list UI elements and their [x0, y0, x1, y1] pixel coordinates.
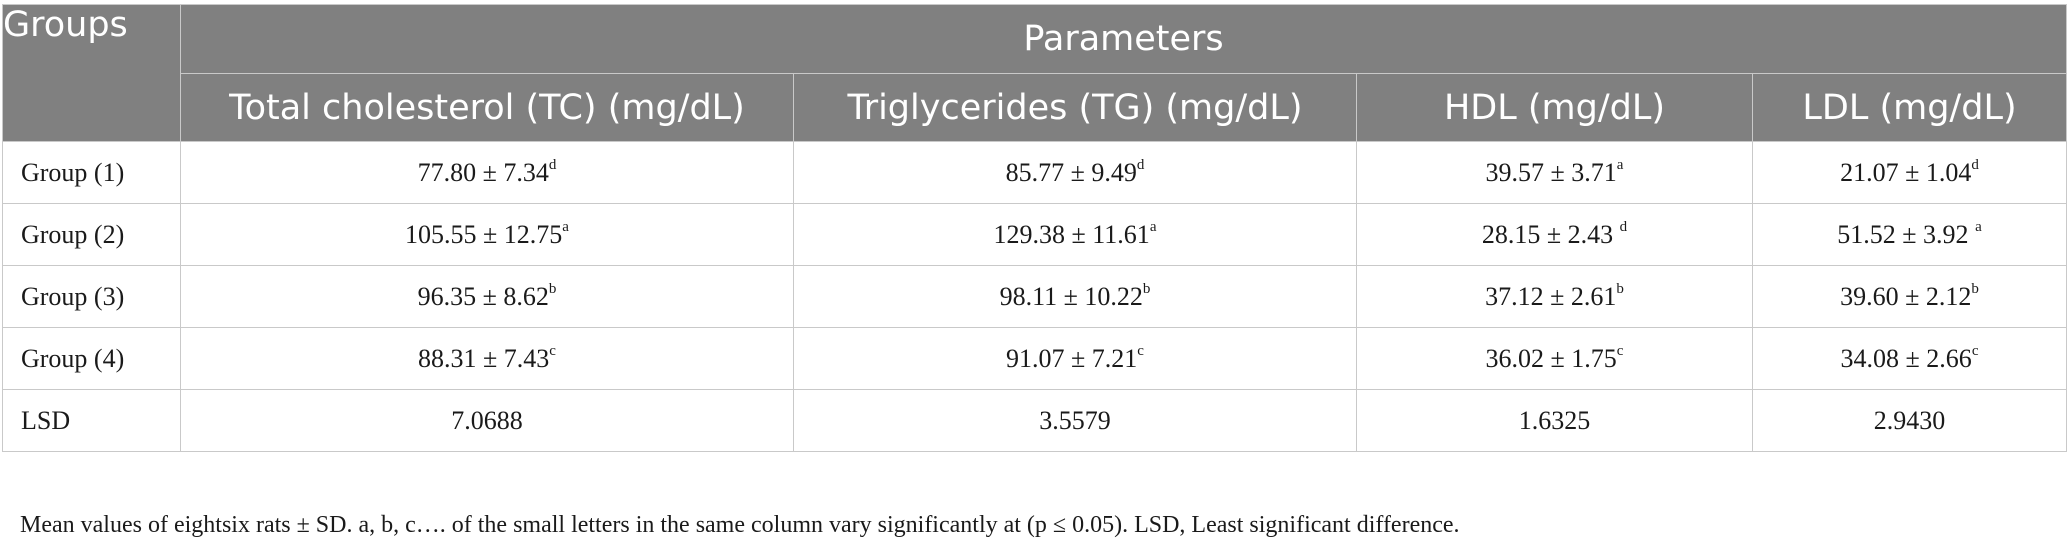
row-label: Group (4) — [2, 327, 181, 390]
results-table: Groups Parameters Total cholesterol (TC)… — [2, 4, 2068, 452]
cell-value: 51.52 ± 3.92 — [1837, 219, 1976, 249]
significance-letter: b — [1971, 280, 1979, 297]
row-label: Group (2) — [2, 203, 181, 266]
cell-value: 77.80 ± 7.34 — [417, 157, 549, 187]
cell-ldl: 39.60 ± 2.12b — [1751, 265, 2068, 328]
header-row-top: Groups Parameters — [2, 4, 2068, 142]
header-row-columns: Total cholesterol (TC) (mg/dL) Triglycer… — [3, 73, 2068, 142]
significance-letter: c — [1137, 342, 1144, 359]
cell-tg: 3.5579 — [793, 389, 1357, 452]
cell-ldl: 2.9430 — [1751, 389, 2068, 452]
parameters-header: Parameters — [179, 4, 2068, 74]
cell-hdl: 37.12 ± 2.61b — [1356, 265, 1753, 328]
table-row: Group (3) 96.35 ± 8.62b 98.11 ± 10.22b 37.1… — [2, 265, 2068, 328]
cell-tc: 7.0688 — [180, 389, 794, 452]
column-header-tc: Total cholesterol (TC) (mg/dL) — [180, 73, 794, 142]
cell-hdl: 36.02 ± 1.75c — [1356, 327, 1753, 390]
cell-tc: 88.31 ± 7.43c — [180, 327, 794, 390]
column-header-tg: Triglycerides (TG) (mg/dL) — [793, 73, 1357, 142]
significance-letter: b — [548, 280, 557, 297]
cell-ldl: 34.08 ± 2.66c — [1751, 327, 2068, 390]
column-header-ldl: LDL (mg/dL) — [1751, 73, 2068, 142]
cell-value: 39.60 ± 2.12 — [1840, 281, 1972, 311]
cell-value: 85.77 ± 9.49 — [1005, 157, 1137, 187]
cell-tg: 91.07 ± 7.21c — [793, 327, 1357, 390]
cell-value: 37.12 ± 2.61 — [1485, 281, 1617, 311]
cell-value: 96.35 ± 8.62 — [417, 281, 549, 311]
row-label: Group (3) — [2, 265, 181, 328]
significance-letter: c — [1971, 342, 1979, 359]
cell-tg: 98.11 ± 10.22b — [793, 265, 1357, 328]
cell-value: 91.07 ± 7.21 — [1006, 343, 1138, 373]
row-label: Group (1) — [2, 141, 181, 204]
significance-letter: d — [1136, 156, 1145, 173]
cell-hdl: 28.15 ± 2.43 d — [1356, 203, 1753, 266]
significance-letter: d — [1971, 156, 1979, 173]
table-row: Group (4) 88.31 ± 7.43c 91.07 ± 7.21c 36.02… — [2, 327, 2068, 390]
table-row: Group (1) 77.80 ± 7.34d 85.77 ± 9.49d 39.57… — [2, 141, 2068, 204]
cell-value: 7.0688 — [451, 405, 523, 435]
table-row: Group (2) 105.55 ± 12.75a 129.38 ± 11.61a 2… — [2, 203, 2068, 266]
table-row: LSD 7.0688 3.5579 1.6325 2.9430 — [2, 389, 2068, 452]
table-body: Group (1) 77.80 ± 7.34d 85.77 ± 9.49d 39.57… — [2, 141, 2068, 452]
cell-tc: 96.35 ± 8.62b — [180, 265, 794, 328]
significance-letter: a — [1149, 218, 1157, 235]
cell-tg: 85.77 ± 9.49d — [793, 141, 1357, 204]
cell-value: 36.02 ± 1.75 — [1485, 343, 1617, 373]
cell-value: 129.38 ± 11.61 — [993, 219, 1150, 249]
column-header-hdl: HDL (mg/dL) — [1356, 73, 1753, 142]
cell-hdl: 39.57 ± 3.71a — [1356, 141, 1753, 204]
cell-ldl: 21.07 ± 1.04d — [1751, 141, 2068, 204]
cell-value: 105.55 ± 12.75 — [405, 219, 563, 249]
cell-value: 88.31 ± 7.43 — [418, 343, 550, 373]
significance-letter: a — [562, 218, 569, 235]
significance-letter: d — [548, 156, 557, 173]
cell-value: 39.57 ± 3.71 — [1485, 157, 1617, 187]
cell-value: 3.5579 — [1039, 405, 1111, 435]
groups-header: Groups — [2, 4, 181, 142]
row-label: LSD — [2, 389, 181, 452]
cell-value: 98.11 ± 10.22 — [999, 281, 1143, 311]
table-footnote: Mean values of eightsix rats ± SD. a, b,… — [20, 512, 1460, 538]
cell-value: 34.08 ± 2.66 — [1840, 343, 1972, 373]
cell-ldl: 51.52 ± 3.92 a — [1751, 203, 2068, 266]
cell-value: 21.07 ± 1.04 — [1840, 157, 1972, 187]
cell-value: 1.6325 — [1518, 405, 1591, 435]
cell-tc: 77.80 ± 7.34d — [180, 141, 794, 204]
cell-tc: 105.55 ± 12.75a — [180, 203, 794, 266]
significance-letter: d — [1619, 218, 1628, 235]
cell-hdl: 1.6325 — [1356, 389, 1753, 452]
significance-letter: c — [1616, 342, 1624, 359]
significance-letter: a — [1975, 218, 1982, 235]
cell-value: 2.9430 — [1873, 405, 1946, 435]
cell-tg: 129.38 ± 11.61a — [793, 203, 1357, 266]
significance-letter: a — [1616, 156, 1624, 173]
significance-letter: c — [549, 342, 556, 359]
significance-letter: b — [1142, 280, 1151, 297]
significance-letter: b — [1616, 280, 1624, 297]
cell-value: 28.15 ± 2.43 — [1481, 219, 1620, 249]
